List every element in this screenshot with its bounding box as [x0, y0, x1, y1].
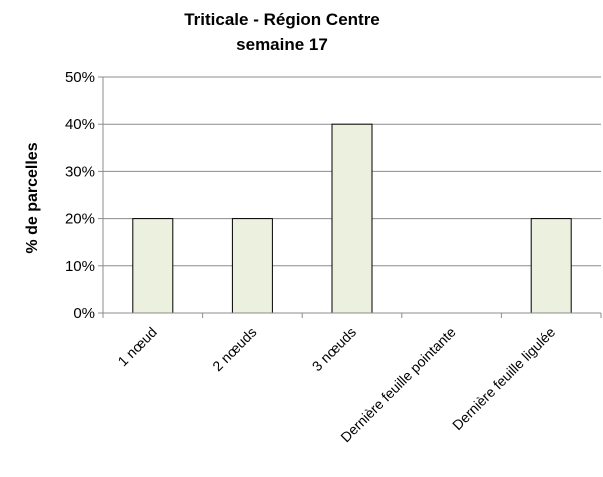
- y-tick-label: 20%: [65, 211, 95, 228]
- y-tick-label: 0%: [73, 305, 95, 322]
- bar: [132, 218, 174, 314]
- bar: [231, 218, 273, 314]
- x-tick-label: 3 nœuds: [309, 324, 359, 374]
- x-tick-label: 2 nœuds: [209, 324, 259, 374]
- axes: [98, 76, 602, 318]
- x-tick-label: Dernière feuille pointante: [337, 324, 459, 446]
- x-tick-label: 1 nœud: [114, 324, 159, 369]
- bar: [331, 123, 373, 314]
- x-tick-label: Dernière feuille ligulée: [449, 324, 558, 433]
- y-tick-labels: 0% 10% 20% 30% 40% 50%: [65, 69, 95, 322]
- y-tick-label: 10%: [65, 258, 95, 275]
- bar: [530, 218, 572, 314]
- chart-title-line2: semaine 17: [236, 35, 328, 54]
- y-tick-label: 50%: [65, 69, 95, 86]
- y-tick-label: 30%: [65, 163, 95, 180]
- y-tick-label: 40%: [65, 116, 95, 133]
- chart-title-line1: Triticale - Région Centre: [184, 10, 380, 29]
- y-axis-label: % de parcelles: [24, 142, 41, 253]
- bars: [132, 123, 572, 314]
